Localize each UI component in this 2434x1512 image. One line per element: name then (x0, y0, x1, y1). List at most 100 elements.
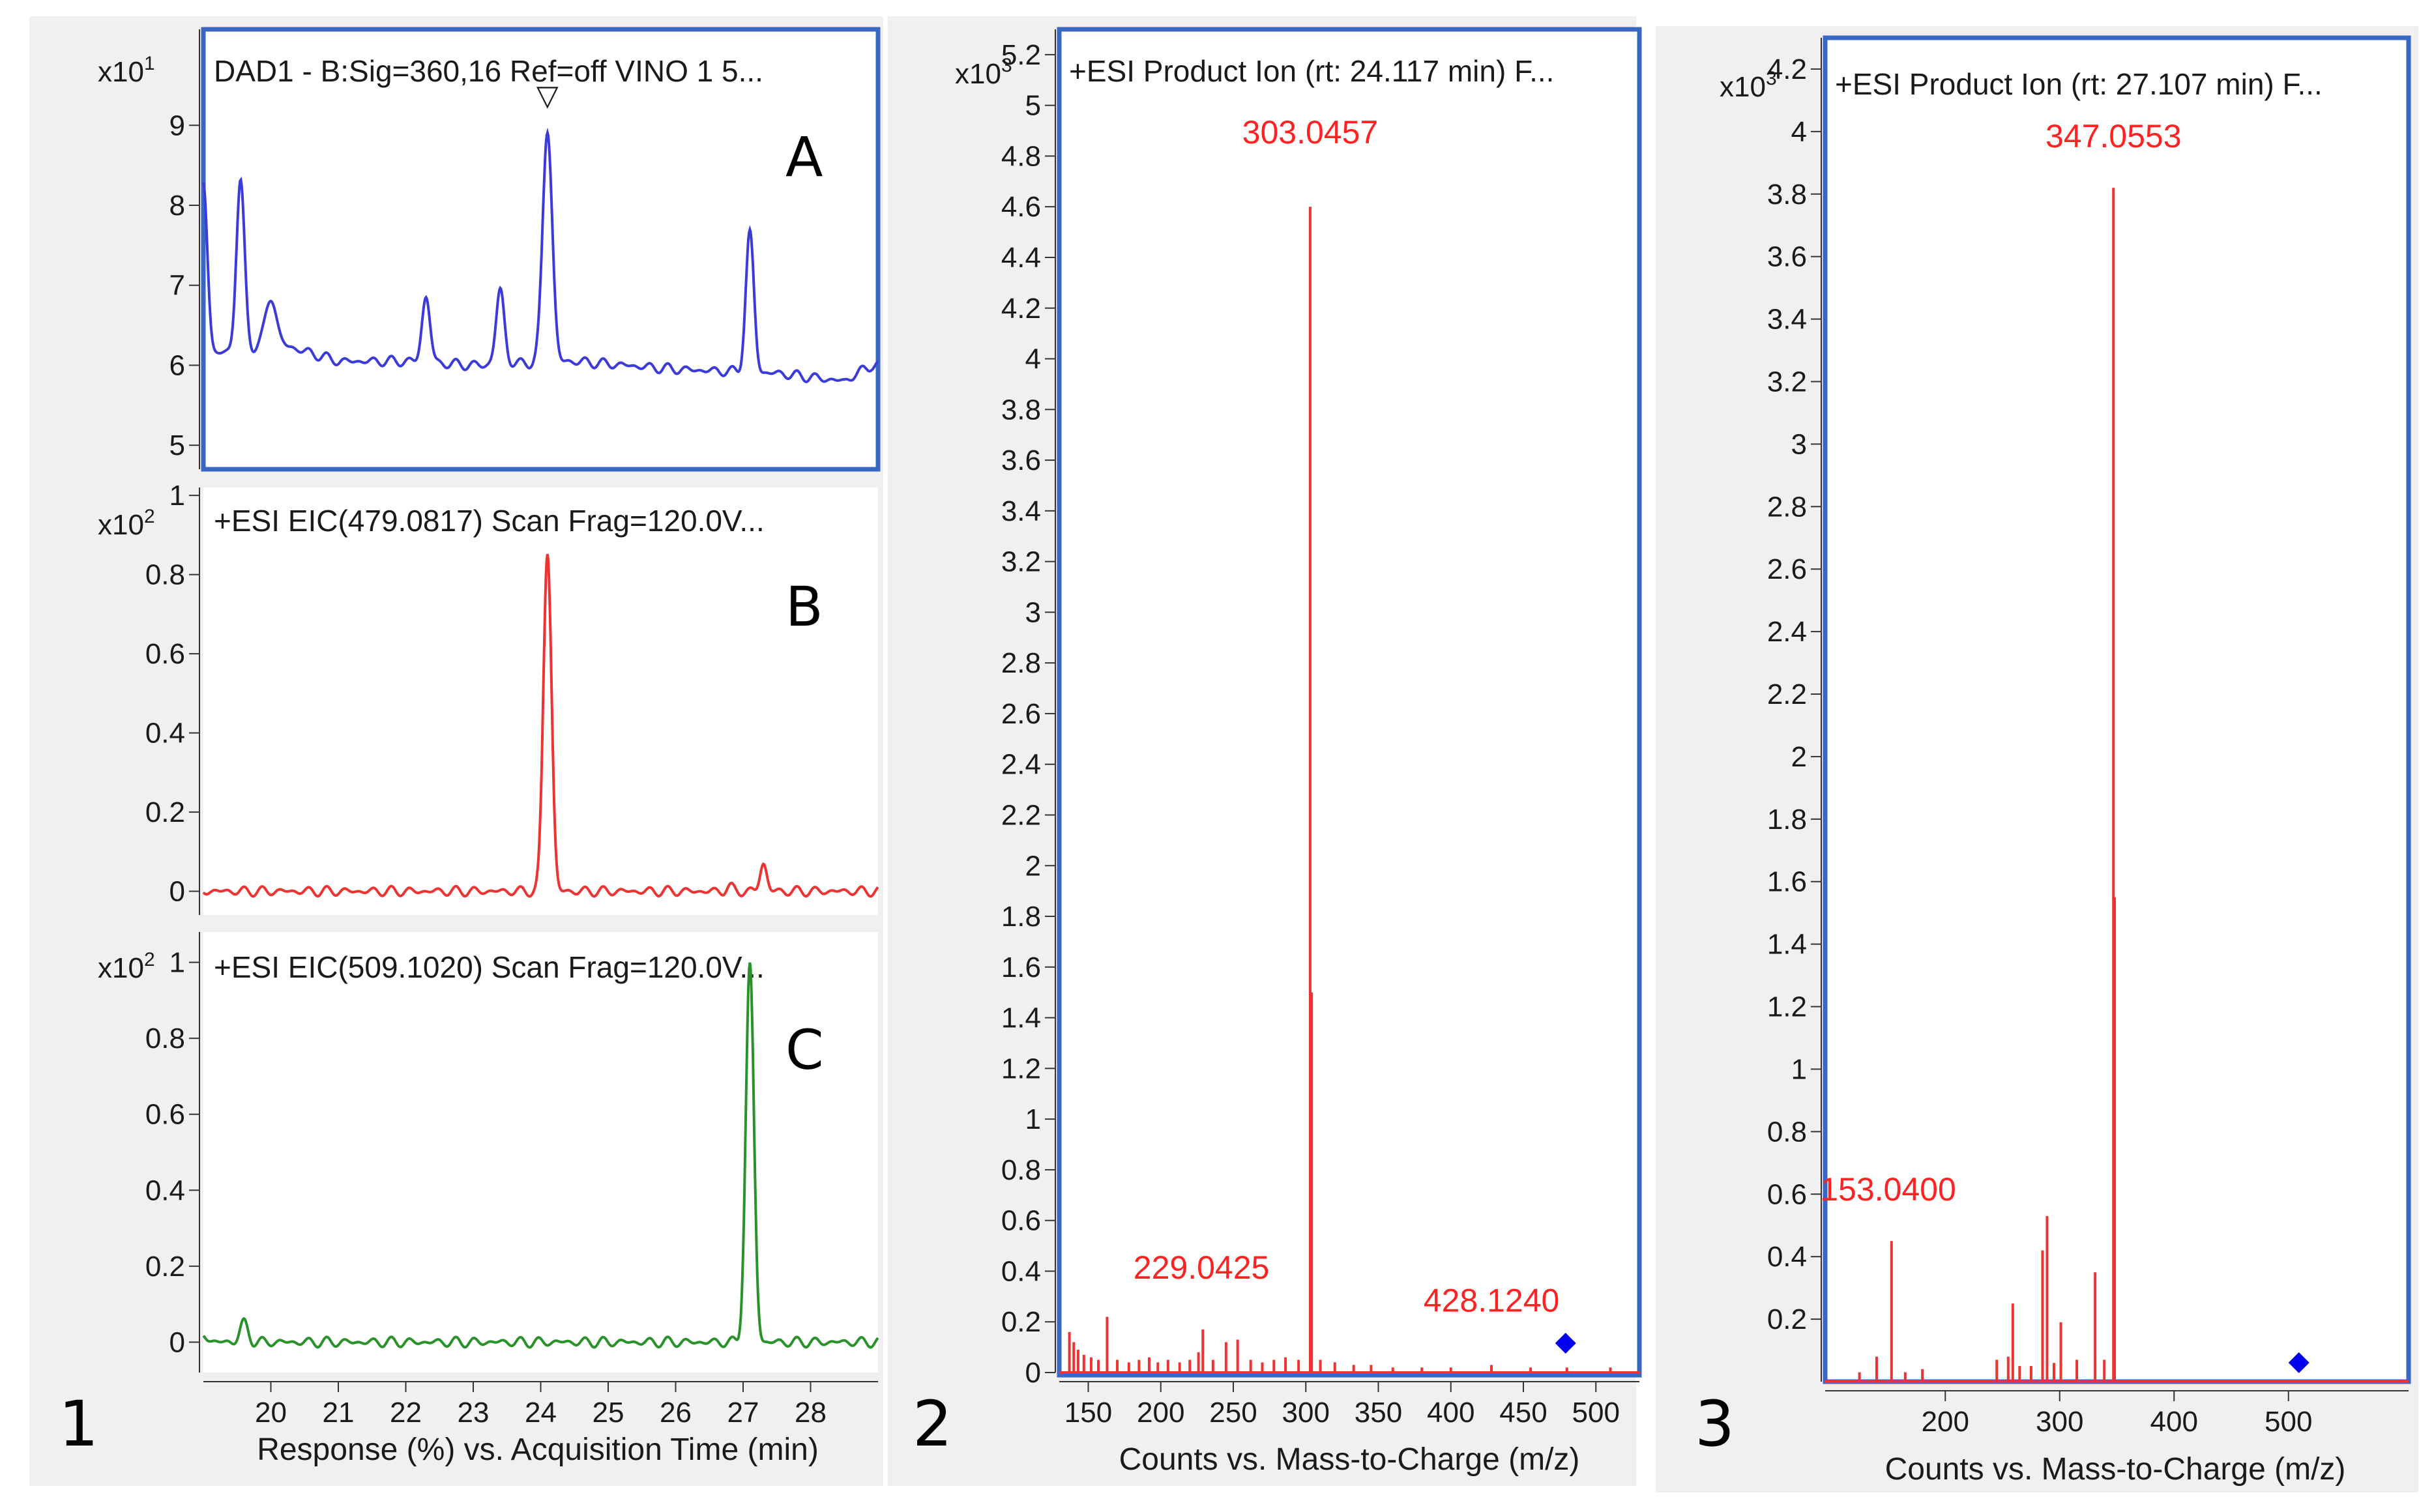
peak-annotation: 428.1240 (1424, 1283, 1560, 1319)
chart-2-multiplier: x103 (955, 55, 1012, 90)
chart-c-trace (202, 962, 879, 1349)
y-tick-label: 1 (169, 480, 185, 512)
x-tick-label: 21 (323, 1397, 355, 1429)
chart-c-y-axis: 0 0.2 0.4 0.6 0.8 1 (145, 932, 200, 1373)
chart-a-trace (202, 127, 879, 384)
chart-2-frame (1057, 27, 1642, 1378)
panel-number-3: 3 (1695, 1388, 1735, 1461)
y-tick-label: 0.6 (1001, 1205, 1041, 1237)
y-tick-label: 0.8 (145, 1023, 185, 1054)
y-tick-label: 0 (1025, 1357, 1041, 1389)
peak-annotation: 347.0553 (2045, 118, 2182, 154)
chart-2-annotations: 303.0457 229.0425 428.1240 (1134, 114, 1560, 1319)
y-tick-label: 1 (1791, 1053, 1807, 1085)
y-tick-label: 2 (1025, 850, 1041, 882)
y-tick-label: 2.4 (1001, 749, 1041, 781)
y-tick-label: 4.2 (1001, 293, 1041, 325)
y-tick-label: 4 (1025, 343, 1041, 375)
chart-c-x-label: Response (%) vs. Acquisition Time (min) (257, 1432, 819, 1467)
y-tick-label: 0.4 (145, 1174, 185, 1206)
x-tick-label: 350 (1355, 1397, 1402, 1429)
chart-2-plot-area (1059, 29, 1639, 1375)
x-tick-label: 23 (458, 1397, 490, 1429)
y-tick-label: 3.2 (1001, 546, 1041, 578)
y-tick-label: 3.4 (1767, 304, 1807, 336)
y-tick-label: 1.2 (1001, 1053, 1041, 1084)
y-tick-label: 2.8 (1767, 491, 1807, 523)
chart-2-title: +ESI Product Ion (rt: 24.117 min) F... (1069, 54, 1554, 88)
precursor-marker (2288, 1352, 2309, 1373)
chart-a-panel-letter: A (785, 125, 823, 189)
chart-3-title: +ESI Product Ion (rt: 27.107 min) F... (1835, 67, 2323, 101)
y-tick-label: 3 (1025, 596, 1041, 628)
y-tick-label: 4.6 (1001, 191, 1041, 223)
x-tick-label: 22 (390, 1397, 422, 1429)
chart-2-spectrum (1059, 207, 1639, 1374)
x-tick-label: 26 (660, 1397, 692, 1429)
chart-c-panel-letter: C (785, 1018, 824, 1082)
y-tick-label: 5 (1025, 90, 1041, 122)
y-tick-label: 3.6 (1001, 444, 1041, 476)
chart-2-y-axis: 0 0.2 0.4 0.6 0.8 1 1.2 1.4 1.6 1.8 2 2.2 2.4 2.6 2.8 3… (1001, 29, 1056, 1389)
x-tick-label: 450 (1499, 1397, 1547, 1429)
y-tick-label: 7 (169, 270, 185, 302)
chart-b-y-axis: 0 0.2 0.4 0.6 0.8 1 (145, 480, 200, 915)
chart-a-multiplier: x101 (98, 53, 155, 88)
chart-b-trace (202, 553, 879, 898)
chart-3-y-axis: 0.2 0.4 0.6 0.8 1 1.2 1.4 1.6 1.8 2 2.2 2.4 2.6 2.8 3 3… (1767, 38, 1822, 1382)
chart-3-plot-area (1825, 38, 2409, 1382)
y-tick-label: 5 (169, 429, 185, 461)
y-tick-label: 9 (169, 109, 185, 141)
chart-3-multiplier: x103 (1720, 68, 1777, 103)
chart-c-x-axis: 20 21 22 23 24 25 26 27 28 (203, 1381, 878, 1429)
x-tick-label: 300 (1282, 1397, 1330, 1429)
y-tick-label: 1.6 (1001, 952, 1041, 983)
y-tick-label: 3.6 (1767, 241, 1807, 273)
x-tick-label: 150 (1064, 1397, 1112, 1429)
y-tick-label: 1 (169, 947, 185, 979)
chart-a-y-axis: 5 6 7 8 9 (169, 29, 200, 469)
y-tick-label: 0.2 (1767, 1303, 1807, 1335)
x-tick-label: 200 (1922, 1406, 1969, 1438)
chart-b-panel-letter: B (785, 575, 823, 639)
x-tick-label: 500 (1572, 1397, 1620, 1429)
peak-annotation: 153.0400 (1820, 1171, 1956, 1208)
x-tick-label: 300 (2036, 1406, 2083, 1438)
chart-b-title: +ESI EIC(479.0817) Scan Frag=120.0V... (214, 504, 765, 538)
peak-annotation: 229.0425 (1134, 1249, 1270, 1286)
chart-c-title: +ESI EIC(509.1020) Scan Frag=120.0V... (214, 950, 765, 984)
y-tick-label: 1.6 (1767, 866, 1807, 898)
x-tick-label: 250 (1209, 1397, 1257, 1429)
y-tick-label: 4.4 (1001, 242, 1041, 274)
chart-3-annotations: 347.0553 153.0400 (1820, 118, 2181, 1208)
y-tick-label: 1 (1025, 1103, 1041, 1135)
y-tick-label: 0.6 (1767, 1178, 1807, 1210)
chart-b-multiplier: x102 (98, 506, 155, 541)
y-tick-label: 0 (169, 1326, 185, 1358)
y-tick-label: 0.4 (1767, 1241, 1807, 1273)
panel-number-2: 2 (913, 1388, 952, 1461)
y-tick-label: 5.2 (1001, 39, 1041, 71)
y-tick-label: 0.4 (1001, 1255, 1041, 1287)
x-tick-label: 28 (795, 1397, 827, 1429)
y-tick-label: 2.6 (1001, 698, 1041, 730)
y-tick-label: 0.6 (145, 638, 185, 670)
chart-b-plot-area (203, 487, 878, 915)
y-tick-label: 2.2 (1001, 799, 1041, 831)
y-tick-label: 2.8 (1001, 647, 1041, 679)
x-tick-label: 24 (525, 1397, 557, 1429)
chart-a-title: DAD1 - B:Sig=360,16 Ref=off VINO 1 5... (214, 54, 763, 88)
y-tick-label: 1.4 (1767, 929, 1807, 961)
y-tick-label: 2.4 (1767, 616, 1807, 648)
y-tick-label: 2 (1791, 741, 1807, 773)
y-tick-label: 0.8 (1767, 1116, 1807, 1148)
y-tick-label: 0.4 (145, 718, 185, 749)
x-tick-label: 25 (593, 1397, 624, 1429)
y-tick-label: 4.8 (1001, 140, 1041, 172)
y-tick-label: 0.2 (145, 796, 185, 828)
x-tick-label: 400 (1427, 1397, 1474, 1429)
chart-2-x-axis: 150 200 250 300 350 400 450 500 (1059, 1381, 1639, 1429)
y-tick-label: 2.6 (1767, 553, 1807, 585)
x-tick-label: 400 (2150, 1406, 2198, 1438)
